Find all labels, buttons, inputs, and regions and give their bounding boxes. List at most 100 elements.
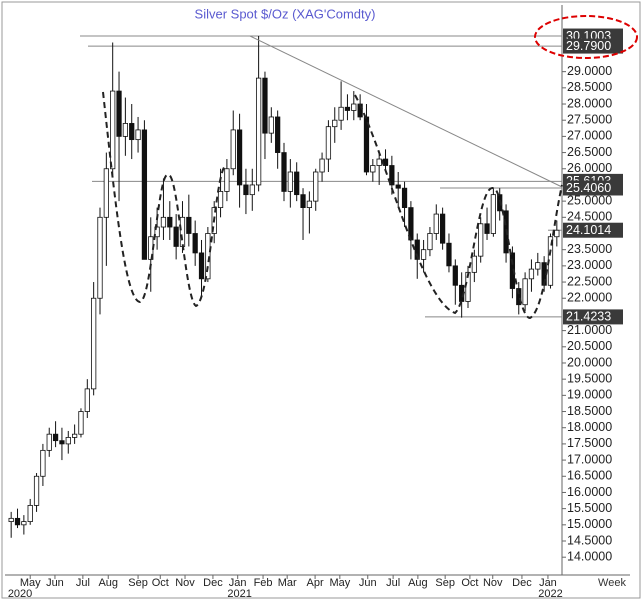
x-tick-label: Aug [408,577,428,589]
y-tick-label: 17.0000 [567,452,612,466]
candle-body [103,168,109,218]
candle-body [186,216,192,234]
candle-body [255,77,262,186]
x-tick-label: Aug [98,577,118,589]
candle-body [236,129,243,186]
y-tick-label: 27.0000 [567,129,612,143]
candle-body [446,242,452,267]
highlight-ellipse [534,15,638,59]
y-tick-label: 21.0000 [567,323,612,337]
candle-body [52,433,59,442]
y-tick-label: 28.0000 [567,96,612,110]
chart-title: Silver Spot $/Oz (XAG'Comdty) [195,6,376,21]
y-tick-label: 16.0000 [567,485,612,499]
candle-body [72,433,78,438]
candle-body [192,233,198,254]
x-tick-label: Jan [539,577,557,589]
y-tick-label: 28.5000 [567,80,612,94]
candle-body [389,165,395,186]
x-tick-label: May [20,577,41,589]
year-label: 2022 [538,588,562,600]
candle-body [294,171,300,196]
y-tick-label: 22.0000 [567,291,612,305]
candle-body [306,200,313,209]
price-label: 21.4233 [566,310,611,324]
candle-body [522,278,528,306]
candle-body [141,129,148,260]
y-tick-label: 27.5000 [567,112,612,126]
x-tick-label: Dec [203,577,223,589]
x-tick-label: Apr [307,577,324,589]
candle-body [243,184,249,196]
price-label-box [563,180,623,196]
x-tick-label: Sep [128,577,148,589]
candle-body [116,90,122,137]
candle-body [217,191,224,209]
x-tick-label: Oct [152,577,169,589]
y-tick-label: 14.5000 [567,533,612,547]
y-tick-label: 15.5000 [567,501,612,515]
y-tick-label: 24.5000 [567,210,612,224]
y-tick-label: 16.5000 [567,469,612,483]
candle-body [160,216,167,228]
x-tick-label: Nov [175,577,195,589]
y-tick-label: 20.5000 [567,339,612,353]
candle-body [110,90,116,170]
candle-body [249,184,255,196]
candle-body [173,226,179,247]
y-tick-label: 14.0000 [567,549,612,563]
candle-body [332,119,338,128]
candle-body [21,521,27,526]
candle-body [262,77,268,134]
double-bottom-curve [354,94,563,320]
candle-body [275,116,281,153]
candle-body [268,116,274,134]
x-tick-label: Jul [76,577,90,589]
candle-body [490,194,497,234]
candle-body [78,411,84,435]
candle-body [433,213,439,234]
candle-body [59,440,65,445]
candle-body [370,165,376,173]
candle-body [338,106,344,121]
candle-body [427,233,433,251]
x-tick-label: Nov [483,577,503,589]
plot: 14.0000 14.5000 15.0000 15.5000 16.0000 16.50… [8,28,623,600]
candle-body [167,216,173,228]
y-tick-label: 23.5000 [567,242,612,256]
candle-body [65,437,71,445]
x-tick-label: Sep [435,577,455,589]
candle-body [287,171,293,192]
candle-body [325,126,332,160]
annotations [249,35,563,188]
candle-body [313,171,319,202]
candle-body [554,229,560,238]
pattern-curves [102,91,563,320]
candle-body [97,216,103,299]
candle-body [46,433,52,451]
price-label-box [563,309,623,325]
candle-body [420,249,427,260]
candle-body [344,106,351,111]
candle-body [84,388,90,412]
y-tick-label: 23.0000 [567,258,612,272]
x-tick-label: Jun [46,577,64,589]
candle-body [452,265,458,286]
candle-body [122,123,129,137]
y-tick-label: 22.5000 [567,274,612,288]
x-tick-label: Mar [278,577,297,589]
year-label: 2020 [8,588,32,600]
candle-body [8,517,14,522]
y-tick-label: 26.5000 [567,145,612,159]
x-unit-label: Week [598,577,626,589]
price-label-box [563,38,623,54]
x-tick-label: Jan [229,577,247,589]
candle-body [154,226,160,238]
y-tick-label: 17.5000 [567,436,612,450]
y-tick-label: 26.0000 [567,161,612,175]
y-tick-label: 18.5000 [567,404,612,418]
candle-body [33,475,40,506]
candle-body [516,288,522,306]
